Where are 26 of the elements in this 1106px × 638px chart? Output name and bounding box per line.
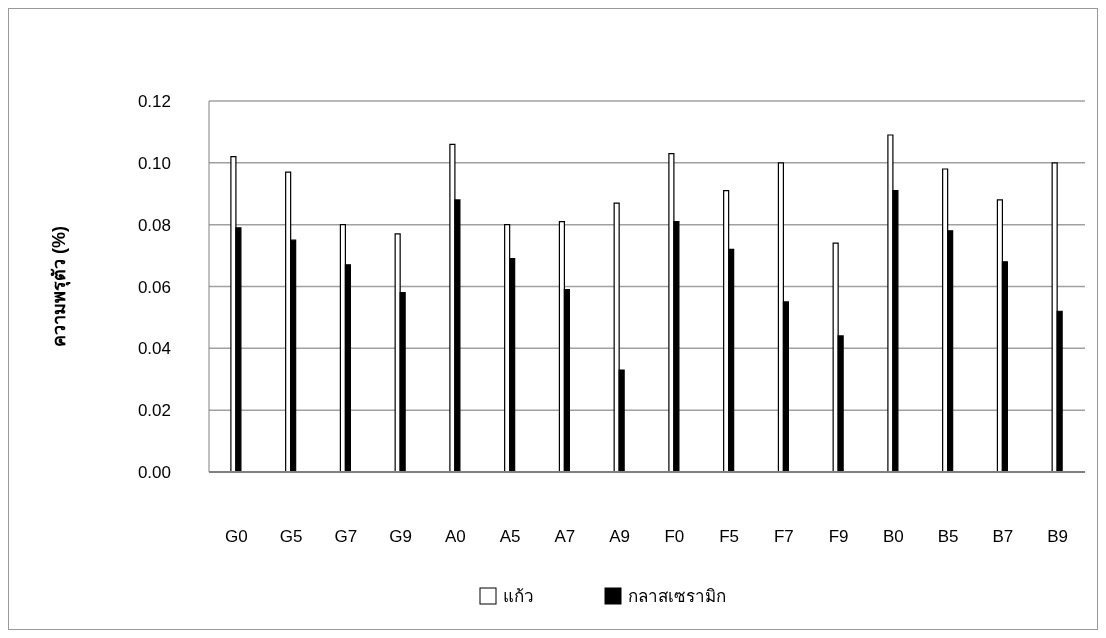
y-tick-label: 0.12 <box>137 92 171 112</box>
x-tick-label: A9 <box>609 527 631 547</box>
y-tick-label: 0.02 <box>137 401 171 421</box>
y-tick-label: 0.08 <box>137 215 171 235</box>
legend-label: กลาสเซรามิก <box>627 586 726 608</box>
x-tick-label: G0 <box>225 527 248 547</box>
x-tick-label: B5 <box>937 527 959 547</box>
x-tick-label: B9 <box>1047 527 1069 547</box>
x-tick-label: F9 <box>828 527 849 547</box>
x-tick-label: G9 <box>389 527 412 547</box>
x-tick-label: A7 <box>554 527 576 547</box>
x-tick-label: A0 <box>444 527 466 547</box>
y-tick-label: 0.10 <box>137 153 171 173</box>
x-tick-label: B7 <box>992 527 1014 547</box>
x-tick-label: A5 <box>499 527 521 547</box>
x-tick-label: F0 <box>664 527 685 547</box>
y-tick-label: 0.04 <box>137 339 171 359</box>
x-tick-label: G5 <box>279 527 303 547</box>
x-tick-label: F7 <box>773 527 794 547</box>
y-tick-label: 0.06 <box>137 277 171 297</box>
y-tick-label: 0.00 <box>137 463 171 483</box>
y-axis-title: ความพรุตัว (%) <box>49 226 72 347</box>
x-tick-label: G7 <box>334 527 358 547</box>
x-tick-label: F5 <box>719 527 740 547</box>
legend-label: แก้ว <box>502 586 534 608</box>
x-tick-label: B0 <box>882 527 904 547</box>
